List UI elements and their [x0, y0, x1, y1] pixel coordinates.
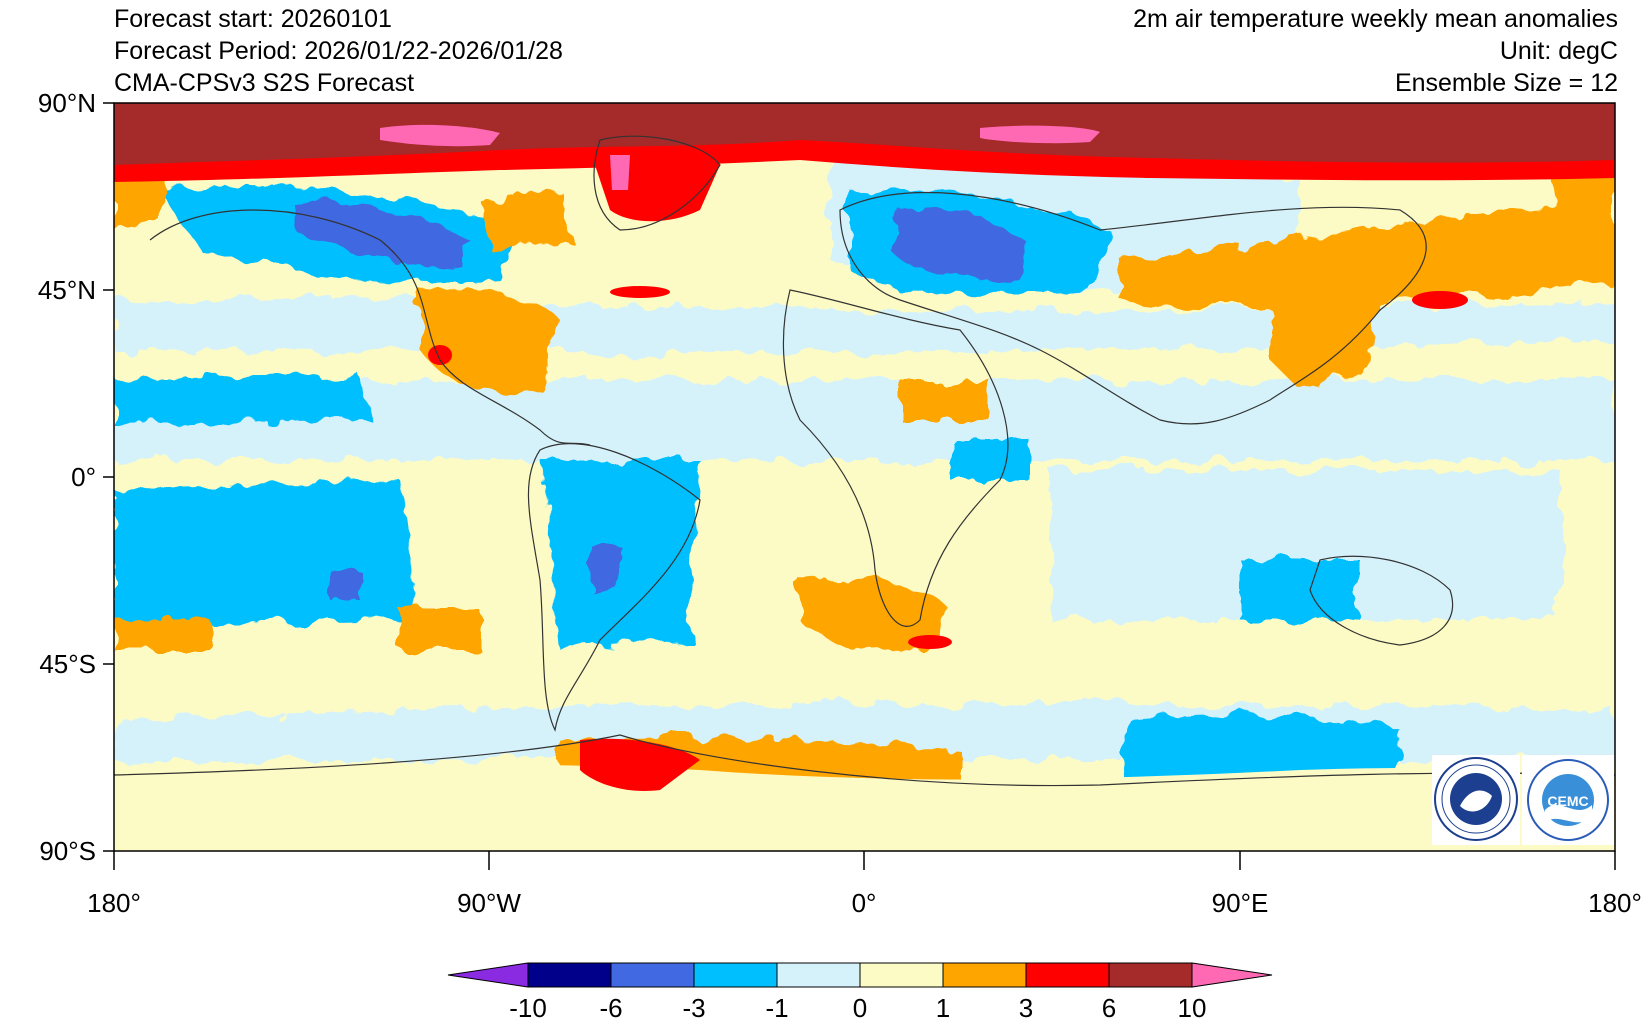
lat-label-90s: 90°S	[39, 836, 96, 866]
cma-logo	[1432, 755, 1520, 845]
colorbar-swatch	[859, 962, 944, 988]
colorbar-arrow-high	[1191, 962, 1273, 988]
colorbar-level-label: -1	[765, 993, 788, 1023]
lon-label-90w: 90°W	[457, 888, 521, 918]
forecast-period: Forecast Period: 2026/01/22-2026/01/28	[114, 37, 563, 65]
colorbar-level-label: -10	[509, 993, 547, 1023]
forecast-start: Forecast start: 20260101	[114, 5, 392, 33]
colorbar-level-label: 1	[936, 993, 950, 1023]
colorbar-level-label: -6	[599, 993, 622, 1023]
model-name: CMA-CPSv3 S2S Forecast	[114, 69, 415, 97]
colorbar-swatch	[1108, 962, 1193, 988]
colorbar-swatch	[776, 962, 861, 988]
colorbar-arrow-low	[447, 962, 529, 988]
colorbar-swatch	[610, 962, 695, 988]
temperature-anomaly-field	[114, 103, 1615, 851]
colorbar-level-label: 0	[853, 993, 867, 1023]
colorbar-swatch	[693, 962, 778, 988]
lon-label-0: 0°	[852, 888, 877, 918]
lon-label-90e: 90°E	[1212, 888, 1269, 918]
colorbar-swatch	[527, 962, 612, 988]
colorbar-level-label: 3	[1019, 993, 1033, 1023]
colorbar-swatch	[1025, 962, 1110, 988]
colorbar-level-label: -3	[682, 993, 705, 1023]
colorbar-swatch	[942, 962, 1027, 988]
unit-label: Unit: degC	[1499, 37, 1618, 65]
lat-label-45n: 45°N	[38, 275, 96, 305]
colorbar-level-label: 6	[1102, 993, 1116, 1023]
ensemble-size: Ensemble Size = 12	[1394, 69, 1618, 97]
cemc-logo-text: CEMC	[1547, 793, 1588, 809]
colorbar: -10 -6 -3 -1 0 1 3 6 10	[447, 962, 1273, 1023]
colorbar-level-label: 10	[1178, 993, 1207, 1023]
tick-marks	[103, 102, 1616, 870]
lon-label-180e: 180°	[1588, 888, 1642, 918]
variable-title: 2m air temperature weekly mean anomalies	[1133, 5, 1618, 33]
lat-label-90n: 90°N	[38, 88, 96, 118]
lat-label-0: 0°	[71, 462, 96, 492]
lon-label-180w: 180°	[87, 888, 141, 918]
lat-label-45s: 45°S	[39, 649, 96, 679]
coastlines	[114, 135, 1615, 787]
cemc-logo: CEMC	[1522, 755, 1614, 845]
